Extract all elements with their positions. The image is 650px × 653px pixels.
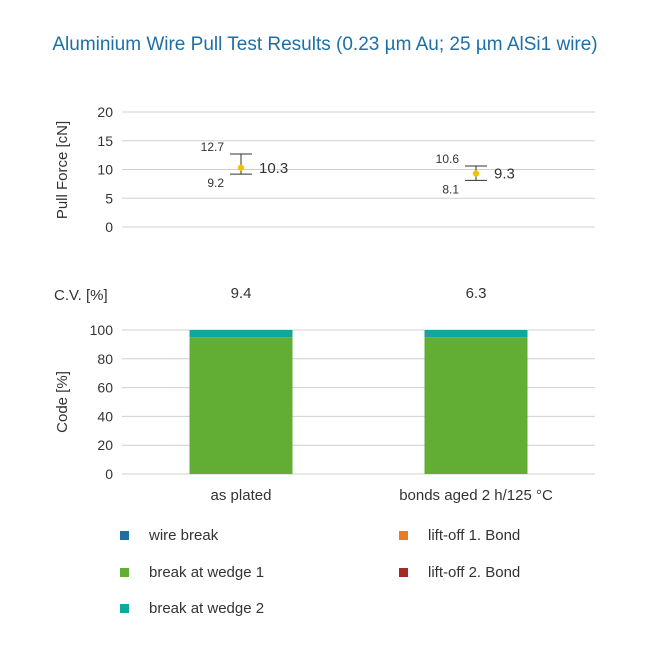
legend-label: wire break <box>149 527 219 544</box>
cv-value: 6.3 <box>466 285 487 302</box>
category-label: as plated <box>211 487 272 504</box>
pull-force-tick-label: 20 <box>97 104 113 120</box>
legend-label: lift-off 2. Bond <box>428 564 521 581</box>
legend-label: lift-off 1. Bond <box>428 527 521 544</box>
legend-swatch <box>120 531 129 540</box>
code-tick-label: 20 <box>97 437 113 453</box>
cv-row-label: C.V. [%] <box>54 287 108 304</box>
pull-force-tick-label: 10 <box>97 162 113 178</box>
pull-force-tick-label: 15 <box>97 133 113 149</box>
min-label: 8.1 <box>442 182 459 196</box>
max-label: 12.7 <box>201 140 225 154</box>
code-axis-title: Code [%] <box>54 371 71 433</box>
legend-label: break at wedge 1 <box>149 564 265 581</box>
mean-marker <box>237 164 245 171</box>
legend-item: wire break <box>120 527 218 544</box>
mean-label: 9.3 <box>494 166 515 183</box>
mean-label: 10.3 <box>259 160 288 177</box>
legend-item: break at wedge 2 <box>120 600 264 617</box>
legend-item: lift-off 1. Bond <box>399 527 520 544</box>
legend-swatch <box>399 568 408 577</box>
legend-item: lift-off 2. Bond <box>399 564 520 581</box>
chart-title: Aluminium Wire Pull Test Results (0.23 µ… <box>52 34 598 55</box>
category-label: bonds aged 2 h/125 °C <box>399 487 553 504</box>
legend-swatch <box>399 531 408 540</box>
pull-force-grid: 0 5 10 15 20 <box>97 104 595 235</box>
axis-labels: Pull Force [cN] Code [%] <box>54 121 71 433</box>
mean-marker <box>472 170 480 177</box>
chart-canvas: 0 5 10 15 20 12.7 9.2 10.3 10.6 8.1 9.3 C.V. [%] 9… <box>54 104 595 504</box>
cv-value: 9.4 <box>231 285 252 302</box>
code-tick-label: 40 <box>97 408 113 424</box>
pull-force-marks: 12.7 9.2 10.3 10.6 8.1 9.3 <box>201 140 515 196</box>
bar-segment <box>424 337 528 474</box>
max-label: 10.6 <box>436 152 460 166</box>
bar-segment <box>189 337 293 474</box>
pull-force-axis-title: Pull Force [cN] <box>54 121 71 219</box>
bar-segment <box>189 330 293 338</box>
code-bars: as plated bonds aged 2 h/125 °C <box>189 330 553 504</box>
bar-segment <box>424 330 528 338</box>
pull-force-tick-label: 5 <box>105 190 113 206</box>
legend-item: break at wedge 1 <box>120 564 264 581</box>
code-tick-label: 0 <box>105 466 113 482</box>
code-tick-label: 60 <box>97 380 113 396</box>
cv-row: C.V. [%] 9.4 6.3 <box>54 285 486 304</box>
min-label: 9.2 <box>207 176 224 190</box>
legend-swatch <box>120 604 129 613</box>
code-tick-label: 100 <box>90 322 114 338</box>
code-tick-label: 80 <box>97 351 113 367</box>
legend-label: break at wedge 2 <box>149 600 265 617</box>
legend-swatch <box>120 568 129 577</box>
pull-force-tick-label: 0 <box>105 219 113 235</box>
